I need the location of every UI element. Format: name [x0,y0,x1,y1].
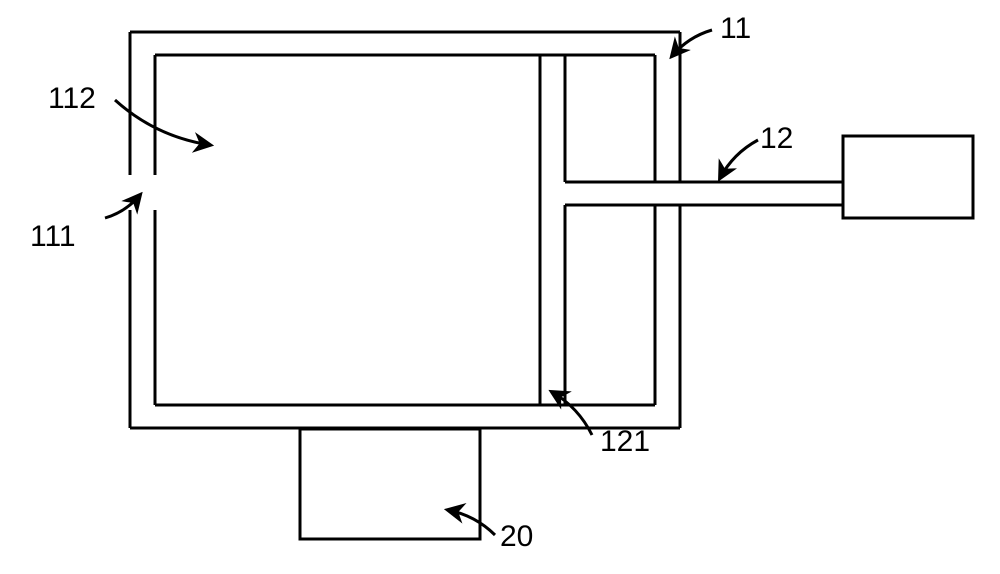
label-121: 121 [600,425,650,459]
leader-20 [448,510,495,535]
label-20: 20 [500,520,533,554]
label-12: 12 [760,122,793,156]
label-11: 11 [720,12,751,46]
base-box-20 [300,429,480,539]
label-111: 111 [30,220,76,254]
diagram-canvas [0,0,1000,574]
label-112: 112 [48,82,96,116]
actuator-box [843,136,973,218]
leader-12 [720,140,758,178]
leader-11 [672,30,712,56]
leader-111 [105,195,140,218]
